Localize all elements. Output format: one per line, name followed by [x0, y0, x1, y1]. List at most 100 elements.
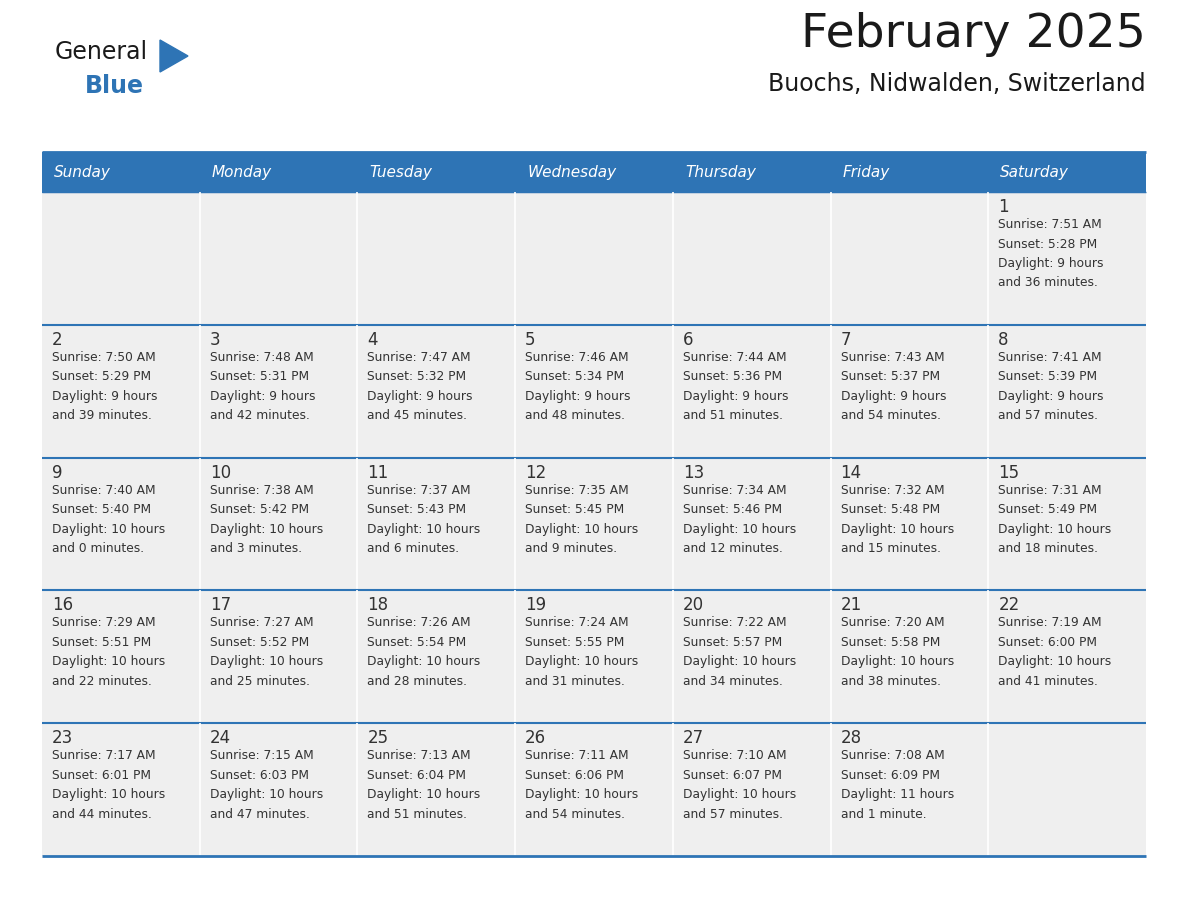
Text: Sunrise: 7:19 AM: Sunrise: 7:19 AM: [998, 616, 1102, 630]
Text: Sunset: 5:54 PM: Sunset: 5:54 PM: [367, 636, 467, 649]
Text: and 25 minutes.: and 25 minutes.: [210, 675, 310, 688]
Text: 17: 17: [210, 597, 230, 614]
Text: Sunset: 5:42 PM: Sunset: 5:42 PM: [210, 503, 309, 516]
Text: 8: 8: [998, 330, 1009, 349]
Text: and 42 minutes.: and 42 minutes.: [210, 409, 310, 422]
Text: Sunrise: 7:38 AM: Sunrise: 7:38 AM: [210, 484, 314, 497]
Text: Sunrise: 7:27 AM: Sunrise: 7:27 AM: [210, 616, 314, 630]
Text: Sunset: 6:06 PM: Sunset: 6:06 PM: [525, 768, 624, 782]
Text: Sunrise: 7:20 AM: Sunrise: 7:20 AM: [841, 616, 944, 630]
Text: 13: 13: [683, 464, 704, 482]
Text: 24: 24: [210, 729, 230, 747]
Bar: [42, 457, 1146, 590]
Text: Daylight: 10 hours: Daylight: 10 hours: [367, 522, 481, 535]
Text: Sunset: 5:32 PM: Sunset: 5:32 PM: [367, 370, 467, 384]
Text: Sunset: 5:46 PM: Sunset: 5:46 PM: [683, 503, 782, 516]
Text: Sunrise: 7:43 AM: Sunrise: 7:43 AM: [841, 351, 944, 364]
Text: and 38 minutes.: and 38 minutes.: [841, 675, 941, 688]
Text: Sunset: 6:07 PM: Sunset: 6:07 PM: [683, 768, 782, 782]
Text: 9: 9: [52, 464, 63, 482]
Text: 19: 19: [525, 597, 546, 614]
Text: Sunrise: 7:41 AM: Sunrise: 7:41 AM: [998, 351, 1102, 364]
Text: 6: 6: [683, 330, 694, 349]
Text: and 57 minutes.: and 57 minutes.: [998, 409, 1098, 422]
Text: and 15 minutes.: and 15 minutes.: [841, 543, 941, 555]
Text: and 51 minutes.: and 51 minutes.: [683, 409, 783, 422]
Text: Sunrise: 7:29 AM: Sunrise: 7:29 AM: [52, 616, 156, 630]
Text: Daylight: 10 hours: Daylight: 10 hours: [841, 655, 954, 668]
Text: 21: 21: [841, 597, 861, 614]
Text: Daylight: 10 hours: Daylight: 10 hours: [525, 789, 638, 801]
Text: Sunset: 5:48 PM: Sunset: 5:48 PM: [841, 503, 940, 516]
Text: Sunset: 5:45 PM: Sunset: 5:45 PM: [525, 503, 625, 516]
Text: Sunrise: 7:47 AM: Sunrise: 7:47 AM: [367, 351, 472, 364]
Text: Daylight: 10 hours: Daylight: 10 hours: [683, 789, 796, 801]
Text: Sunset: 5:36 PM: Sunset: 5:36 PM: [683, 370, 782, 384]
Text: Sunrise: 7:15 AM: Sunrise: 7:15 AM: [210, 749, 314, 762]
Text: Sunday: Sunday: [53, 164, 110, 180]
Text: Buochs, Nidwalden, Switzerland: Buochs, Nidwalden, Switzerland: [769, 72, 1146, 96]
Text: Sunrise: 7:46 AM: Sunrise: 7:46 AM: [525, 351, 628, 364]
Text: Sunrise: 7:17 AM: Sunrise: 7:17 AM: [52, 749, 156, 762]
Text: and 54 minutes.: and 54 minutes.: [841, 409, 941, 422]
Text: 20: 20: [683, 597, 704, 614]
Text: and 57 minutes.: and 57 minutes.: [683, 808, 783, 821]
Text: Daylight: 9 hours: Daylight: 9 hours: [683, 390, 789, 403]
Text: Sunrise: 7:35 AM: Sunrise: 7:35 AM: [525, 484, 628, 497]
Text: Sunrise: 7:22 AM: Sunrise: 7:22 AM: [683, 616, 786, 630]
Text: Sunrise: 7:40 AM: Sunrise: 7:40 AM: [52, 484, 156, 497]
Text: Daylight: 10 hours: Daylight: 10 hours: [367, 789, 481, 801]
Text: Sunset: 5:49 PM: Sunset: 5:49 PM: [998, 503, 1098, 516]
Text: Sunrise: 7:24 AM: Sunrise: 7:24 AM: [525, 616, 628, 630]
Text: Daylight: 10 hours: Daylight: 10 hours: [998, 522, 1112, 535]
Text: and 39 minutes.: and 39 minutes.: [52, 409, 152, 422]
Text: Sunset: 5:39 PM: Sunset: 5:39 PM: [998, 370, 1098, 384]
Text: and 47 minutes.: and 47 minutes.: [210, 808, 310, 821]
Text: General: General: [55, 40, 148, 64]
Text: Daylight: 10 hours: Daylight: 10 hours: [683, 522, 796, 535]
Text: Sunset: 6:09 PM: Sunset: 6:09 PM: [841, 768, 940, 782]
Text: and 28 minutes.: and 28 minutes.: [367, 675, 467, 688]
Text: 26: 26: [525, 729, 546, 747]
Text: Sunset: 5:34 PM: Sunset: 5:34 PM: [525, 370, 624, 384]
Text: and 9 minutes.: and 9 minutes.: [525, 543, 618, 555]
Text: Daylight: 9 hours: Daylight: 9 hours: [998, 257, 1104, 270]
Text: and 45 minutes.: and 45 minutes.: [367, 409, 467, 422]
Text: Sunset: 5:52 PM: Sunset: 5:52 PM: [210, 636, 309, 649]
Text: and 51 minutes.: and 51 minutes.: [367, 808, 467, 821]
Text: Friday: Friday: [842, 164, 890, 180]
Text: and 6 minutes.: and 6 minutes.: [367, 543, 460, 555]
Text: 7: 7: [841, 330, 851, 349]
Text: and 3 minutes.: and 3 minutes.: [210, 543, 302, 555]
Text: and 1 minute.: and 1 minute.: [841, 808, 927, 821]
Text: Sunrise: 7:08 AM: Sunrise: 7:08 AM: [841, 749, 944, 762]
Text: and 12 minutes.: and 12 minutes.: [683, 543, 783, 555]
Text: Sunset: 5:57 PM: Sunset: 5:57 PM: [683, 636, 782, 649]
Text: Sunrise: 7:44 AM: Sunrise: 7:44 AM: [683, 351, 786, 364]
Text: Daylight: 10 hours: Daylight: 10 hours: [52, 522, 165, 535]
Text: Sunset: 5:43 PM: Sunset: 5:43 PM: [367, 503, 467, 516]
Text: Sunset: 5:55 PM: Sunset: 5:55 PM: [525, 636, 625, 649]
Text: Daylight: 10 hours: Daylight: 10 hours: [525, 522, 638, 535]
Text: 4: 4: [367, 330, 378, 349]
Text: 3: 3: [210, 330, 220, 349]
Text: Daylight: 9 hours: Daylight: 9 hours: [52, 390, 158, 403]
Text: Daylight: 10 hours: Daylight: 10 hours: [52, 789, 165, 801]
Text: Sunset: 5:31 PM: Sunset: 5:31 PM: [210, 370, 309, 384]
Text: and 44 minutes.: and 44 minutes.: [52, 808, 152, 821]
Text: Daylight: 9 hours: Daylight: 9 hours: [525, 390, 631, 403]
Bar: [42, 723, 1146, 856]
Text: 23: 23: [52, 729, 74, 747]
Text: Daylight: 10 hours: Daylight: 10 hours: [210, 522, 323, 535]
Text: Sunrise: 7:51 AM: Sunrise: 7:51 AM: [998, 218, 1102, 231]
Text: and 22 minutes.: and 22 minutes.: [52, 675, 152, 688]
Text: Daylight: 10 hours: Daylight: 10 hours: [210, 655, 323, 668]
Text: Sunrise: 7:37 AM: Sunrise: 7:37 AM: [367, 484, 472, 497]
Text: 5: 5: [525, 330, 536, 349]
Text: and 41 minutes.: and 41 minutes.: [998, 675, 1098, 688]
Text: 11: 11: [367, 464, 388, 482]
Text: Daylight: 9 hours: Daylight: 9 hours: [998, 390, 1104, 403]
Text: Sunrise: 7:34 AM: Sunrise: 7:34 AM: [683, 484, 786, 497]
Text: Daylight: 11 hours: Daylight: 11 hours: [841, 789, 954, 801]
Bar: [42, 192, 1146, 325]
